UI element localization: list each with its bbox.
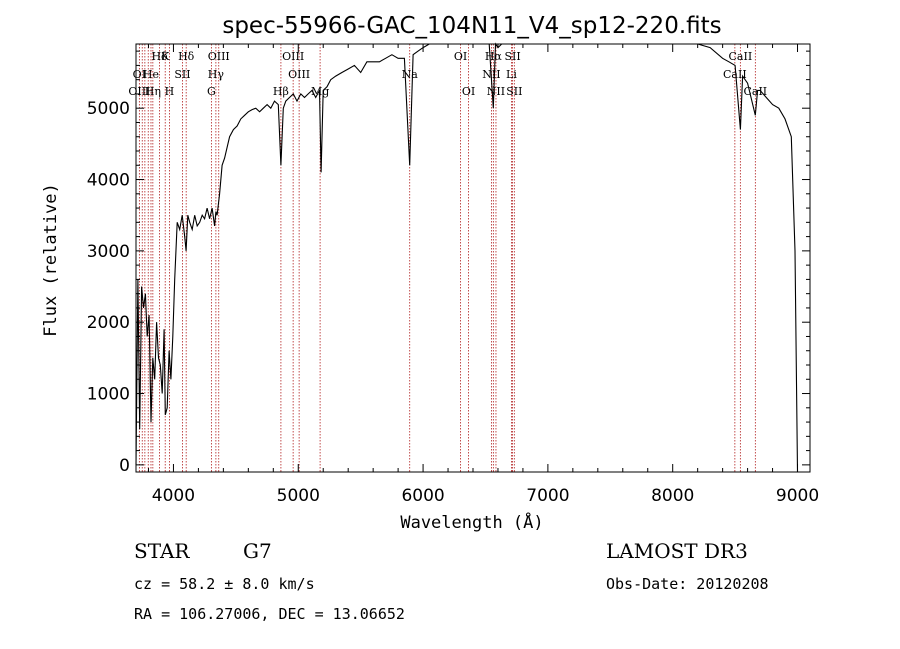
spectrum-line [135, 42, 799, 473]
line-marker-label: OIII [288, 68, 310, 81]
y-axis-ticks: 0 1000 2000 3000 4000 5000 [87, 50, 810, 476]
survey-name: LAMOST DR3 [606, 539, 748, 563]
line-marker-label: H [165, 85, 175, 98]
y-tick-label: 5000 [87, 99, 130, 119]
x-tick-label: 7000 [526, 486, 569, 506]
line-marker-label: NII [487, 85, 505, 98]
y-axis-label: Flux (relative) [41, 183, 61, 337]
x-tick-label: 5000 [277, 486, 320, 506]
line-marker-label: OI [454, 50, 467, 63]
x-tick-label: 8000 [651, 486, 694, 506]
x-tick-label: 6000 [401, 486, 444, 506]
object-subclass: G7 [243, 539, 272, 563]
y-tick-label: 0 [119, 456, 130, 476]
line-marker-label: Li [506, 68, 517, 81]
line-marker-label: Hδ [178, 50, 195, 63]
line-marker-label: OIII [208, 50, 230, 63]
line-marker-label: Hβ [273, 85, 289, 98]
line-marker-label: OI [462, 85, 475, 98]
x-axis-ticks: 4000 5000 6000 7000 8000 9000 [147, 44, 819, 506]
line-marker-label: CaII [743, 85, 767, 98]
line-marker-label: Hδ [151, 50, 168, 63]
line-marker-label: He [143, 68, 159, 81]
line-marker-label: SII [504, 50, 520, 63]
line-marker-label: Hα [485, 50, 503, 63]
chart-title: spec-55966-GAC_104N11_V4_sp12-220.fits [222, 13, 721, 39]
coords-text: RA = 106.27006, DEC = 13.06652 [134, 605, 405, 623]
line-marker-label: Na [402, 68, 419, 81]
line-marker-label: SII [174, 68, 190, 81]
x-tick-label: 4000 [152, 486, 195, 506]
redshift-text: cz = 58.2 ± 8.0 km/s [134, 575, 315, 593]
y-tick-label: 3000 [87, 242, 130, 262]
x-axis-label: Wavelength (Å) [400, 511, 543, 533]
obs-date: Obs-Date: 20120208 [606, 575, 769, 593]
line-markers [138, 44, 756, 472]
line-marker-label: SII [506, 85, 522, 98]
line-marker-label: CaII [723, 68, 747, 81]
x-tick-label: 9000 [776, 486, 819, 506]
y-tick-label: 2000 [87, 313, 130, 333]
line-marker-label: K [161, 50, 170, 63]
y-tick-label: 4000 [87, 171, 130, 191]
plot-frame [135, 43, 811, 473]
line-marker-label: Hη [145, 85, 161, 98]
line-marker-label: OIII [128, 85, 150, 98]
object-class: STAR [134, 539, 190, 563]
line-marker-label: Hγ [208, 68, 225, 81]
line-marker-label: OIII [282, 50, 304, 63]
line-marker-label: CaII [729, 50, 753, 63]
y-tick-label: 1000 [87, 385, 130, 405]
line-marker-label: G [207, 85, 216, 98]
